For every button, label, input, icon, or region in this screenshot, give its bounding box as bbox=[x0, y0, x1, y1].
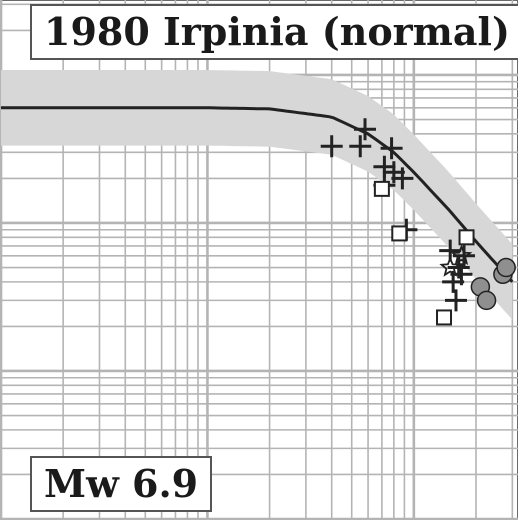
plus-marker bbox=[444, 289, 467, 312]
magnitude-label: Mw 6.9 bbox=[30, 456, 213, 512]
circle-marker bbox=[496, 257, 516, 278]
square-marker bbox=[373, 180, 390, 197]
plus-marker bbox=[354, 118, 377, 141]
square-marker bbox=[436, 309, 453, 326]
plus-marker bbox=[373, 155, 396, 178]
circle-marker bbox=[476, 290, 497, 311]
star-marker bbox=[439, 256, 462, 277]
star-marker bbox=[450, 244, 473, 266]
uncertainty-band bbox=[1, 70, 513, 320]
plus-marker bbox=[380, 137, 403, 160]
plus-marker bbox=[349, 135, 372, 158]
plus-marker bbox=[320, 135, 343, 158]
square-marker bbox=[458, 229, 475, 246]
plus-marker bbox=[391, 167, 414, 190]
model-curve bbox=[1, 106, 514, 283]
chart-title: 1980 Irpinia (normal) bbox=[30, 4, 518, 60]
square-marker bbox=[391, 225, 408, 242]
